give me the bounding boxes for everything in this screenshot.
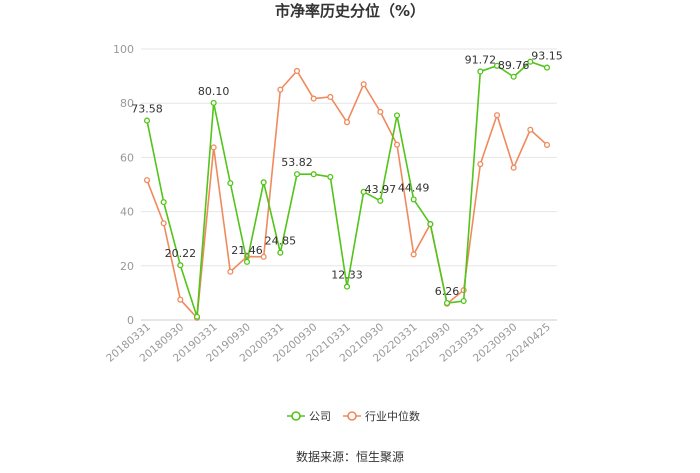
data-point[interactable]	[510, 73, 517, 80]
axis-layer: 0204060801002018033120180930201903312019…	[104, 43, 557, 365]
data-point[interactable]	[227, 180, 234, 187]
y-tick-label: 100	[113, 43, 134, 56]
data-point[interactable]	[493, 112, 501, 119]
data-point[interactable]	[193, 313, 201, 320]
data-point[interactable]	[210, 99, 217, 106]
data-point[interactable]	[210, 144, 217, 151]
data-point[interactable]	[527, 58, 534, 65]
data-point[interactable]	[477, 68, 484, 75]
data-point[interactable]	[260, 253, 267, 260]
data-point[interactable]	[393, 112, 401, 119]
y-tick-label: 0	[127, 314, 134, 327]
data-label: 21.46	[231, 244, 263, 257]
data-point[interactable]	[277, 249, 284, 256]
legend-circle-marker	[291, 411, 301, 421]
data-point[interactable]	[310, 95, 317, 102]
y-tick-label: 20	[120, 260, 134, 273]
legend-label: 行业中位数	[365, 409, 420, 423]
data-point[interactable]	[510, 164, 517, 171]
data-point[interactable]	[277, 86, 284, 93]
data-point[interactable]	[543, 64, 551, 71]
data-point[interactable]	[377, 108, 384, 115]
data-point[interactable]	[360, 188, 367, 195]
data-point[interactable]	[143, 177, 151, 184]
data-source-footer: 数据来源：恒生聚源	[296, 449, 404, 464]
data-point[interactable]	[160, 199, 167, 206]
y-tick-label: 40	[120, 206, 134, 219]
data-point[interactable]	[427, 221, 434, 228]
data-point[interactable]	[260, 179, 267, 186]
data-point[interactable]	[327, 93, 334, 101]
data-point[interactable]	[293, 67, 301, 75]
data-label: 91.72	[465, 53, 497, 66]
data-point[interactable]	[360, 81, 367, 88]
series-layer	[143, 58, 551, 321]
data-point[interactable]	[293, 171, 301, 178]
data-label: 43.97	[365, 183, 397, 196]
data-label: 12.33	[331, 269, 363, 282]
y-tick-label: 60	[120, 151, 134, 164]
legend[interactable]: 公司 行业中位数	[287, 409, 420, 423]
data-label: 44.49	[398, 181, 430, 194]
data-label: 93.15	[531, 50, 563, 63]
data-label: 24.85	[265, 235, 297, 248]
data-point[interactable]	[143, 117, 151, 124]
data-point[interactable]	[527, 126, 534, 133]
data-point[interactable]	[160, 220, 167, 227]
data-point[interactable]	[227, 268, 234, 275]
data-point[interactable]	[177, 262, 184, 269]
legend-item-company[interactable]: 公司	[287, 410, 331, 423]
data-label: 89.76	[498, 59, 530, 72]
data-point[interactable]	[460, 297, 467, 305]
data-point[interactable]	[543, 141, 551, 148]
data-point[interactable]	[393, 141, 401, 148]
data-point[interactable]	[343, 283, 351, 290]
data-point[interactable]	[477, 161, 484, 168]
data-label: 73.58	[131, 103, 163, 116]
data-point[interactable]	[443, 299, 451, 307]
legend-label: 公司	[309, 410, 331, 423]
data-point[interactable]	[410, 251, 417, 258]
data-label: 80.10	[198, 85, 230, 98]
data-point[interactable]	[377, 197, 384, 204]
data-label: 53.82	[281, 156, 313, 169]
data-point[interactable]	[177, 296, 184, 303]
data-point[interactable]	[327, 173, 334, 180]
y-tick-label: 80	[120, 97, 134, 110]
legend-item-industry-median[interactable]: 行业中位数	[343, 409, 420, 423]
data-label: 6.26	[435, 285, 460, 298]
data-point[interactable]	[493, 62, 501, 69]
data-point[interactable]	[343, 119, 351, 126]
data-label: 20.22	[165, 247, 197, 260]
data-point[interactable]	[310, 171, 317, 178]
legend-circle-marker	[347, 411, 357, 421]
data-point[interactable]	[410, 196, 417, 203]
data-point[interactable]	[243, 258, 251, 265]
chart-title: 市净率历史分位（%）	[275, 2, 425, 20]
